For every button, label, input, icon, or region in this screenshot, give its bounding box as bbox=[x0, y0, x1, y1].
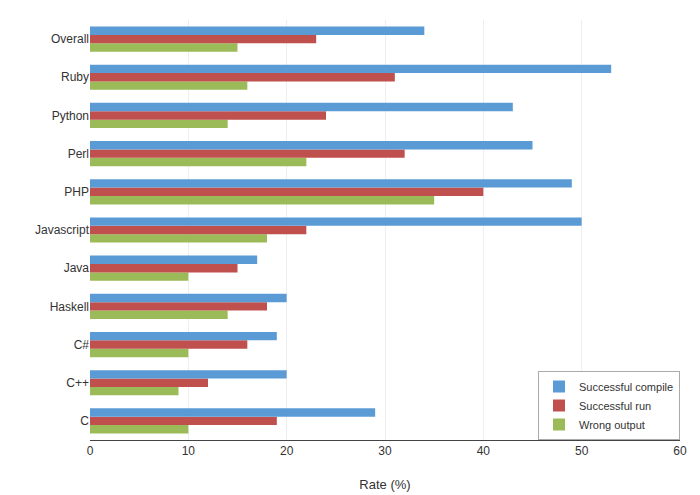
svg-text:Python: Python bbox=[52, 109, 89, 123]
svg-text:0: 0 bbox=[87, 444, 94, 458]
svg-text:C#: C# bbox=[74, 338, 90, 352]
svg-text:Haskell: Haskell bbox=[50, 300, 89, 314]
svg-text:Wrong output: Wrong output bbox=[579, 419, 645, 431]
svg-text:C: C bbox=[80, 414, 89, 428]
svg-text:10: 10 bbox=[182, 444, 196, 458]
svg-text:20: 20 bbox=[280, 444, 294, 458]
svg-text:Successful compile: Successful compile bbox=[579, 381, 673, 393]
svg-text:PHP: PHP bbox=[64, 185, 89, 199]
svg-text:Java: Java bbox=[64, 261, 90, 275]
svg-text:C++: C++ bbox=[66, 376, 89, 390]
svg-text:30: 30 bbox=[378, 444, 392, 458]
svg-text:Overall: Overall bbox=[51, 32, 89, 46]
svg-text:Rate (%): Rate (%) bbox=[359, 477, 410, 492]
svg-text:40: 40 bbox=[477, 444, 491, 458]
svg-text:50: 50 bbox=[575, 444, 589, 458]
svg-text:Perl: Perl bbox=[68, 147, 89, 161]
svg-text:Ruby: Ruby bbox=[61, 70, 89, 84]
svg-text:60: 60 bbox=[673, 444, 687, 458]
svg-text:Javascript: Javascript bbox=[35, 223, 90, 237]
svg-text:Successful run: Successful run bbox=[579, 400, 651, 412]
